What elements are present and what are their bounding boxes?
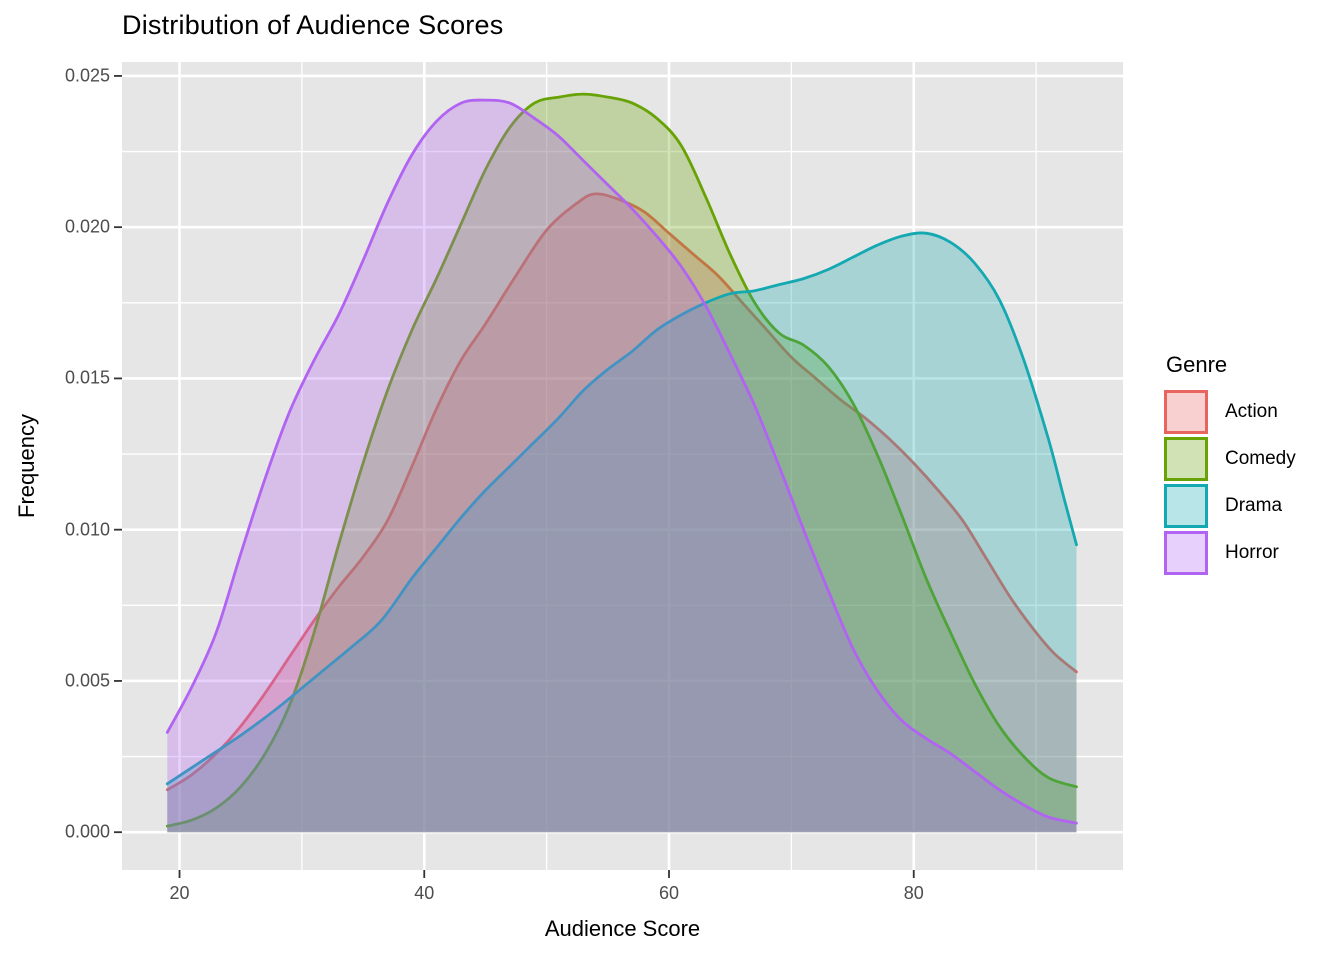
- density-layer-comedy: [165, 92, 1078, 833]
- y-tick-label: 0.015: [64, 367, 110, 388]
- legend-key-swatch: [1164, 437, 1208, 481]
- y-tick-label: 0.025: [64, 65, 110, 86]
- legend-item-comedy: Comedy: [1164, 437, 1296, 481]
- density-line-horror: [165, 98, 1078, 825]
- plot-title: Distribution of Audience Scores: [122, 10, 504, 40]
- legend-item-label: Comedy: [1225, 448, 1296, 469]
- legend-item-label: Action: [1225, 401, 1278, 422]
- x-axis-title: Audience Score: [544, 916, 701, 941]
- y-tick-label: 0.020: [64, 216, 110, 237]
- legend-item-label: Horror: [1225, 542, 1279, 563]
- x-tick-label: 80: [903, 883, 924, 903]
- panel-background: [122, 62, 1123, 870]
- legend-key-swatch: [1164, 531, 1208, 575]
- x-tick-label: 20: [169, 883, 190, 903]
- legend-item-horror: Horror: [1164, 531, 1296, 575]
- legend-items: Action Comedy Drama Horror: [1164, 390, 1296, 575]
- legend-title: Genre: [1166, 352, 1228, 377]
- density-line-drama: [165, 231, 1078, 786]
- density-layer-action: [165, 192, 1078, 833]
- legend-item-action: Action: [1164, 390, 1296, 434]
- density-layer-horror: [165, 98, 1078, 833]
- legend-key-swatch: [1164, 484, 1208, 528]
- density-fill-comedy: [167, 94, 1077, 833]
- density-fill-drama: [167, 232, 1077, 833]
- legend-item-drama: Drama: [1164, 484, 1296, 528]
- y-tick-label: 0.010: [64, 519, 110, 540]
- legend-key-swatch: [1164, 390, 1208, 434]
- x-tick-label: 40: [414, 883, 435, 903]
- density-layer-drama: [165, 231, 1078, 833]
- y-tick-label: 0.000: [64, 821, 110, 842]
- density-line-action: [165, 192, 1078, 792]
- density-fill-action: [167, 193, 1077, 833]
- legend: Genre Action Comedy Drama Horror: [1164, 352, 1296, 578]
- y-axis-title: Frequency: [14, 414, 39, 518]
- density-line-comedy: [165, 92, 1078, 828]
- legend-item-label: Drama: [1225, 495, 1283, 516]
- y-tick-label: 0.005: [64, 670, 110, 691]
- x-tick-label: 60: [658, 883, 680, 903]
- density-fill-horror: [167, 100, 1077, 833]
